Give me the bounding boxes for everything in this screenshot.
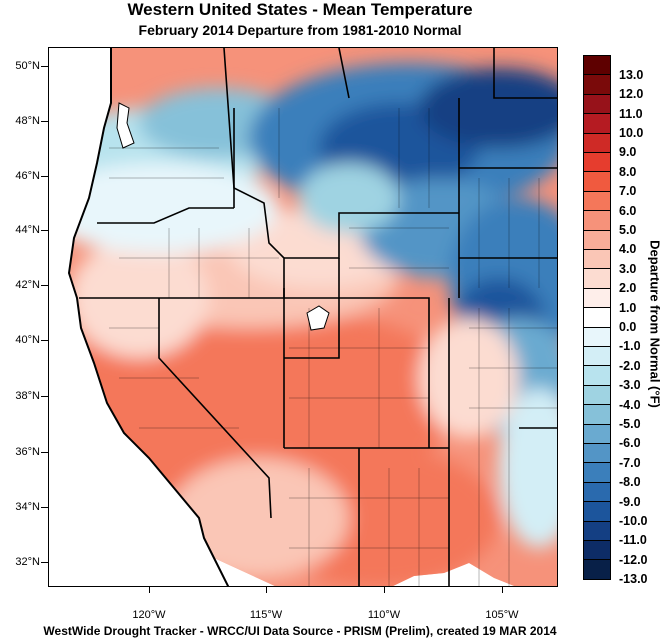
colorbar-swatch [583, 190, 611, 212]
lat-tick [41, 340, 48, 341]
colorbar-swatch [583, 481, 611, 503]
lat-tick [41, 507, 48, 508]
map-subtitle: February 2014 Departure from 1981-2010 N… [138, 22, 462, 38]
colorbar-label: 7.0 [619, 184, 637, 199]
colorbar-swatch [583, 346, 611, 367]
colorbar-swatch [583, 287, 611, 309]
colorbar-label: -3.0 [619, 378, 641, 393]
lat-tick [41, 230, 48, 231]
colorbar-swatch [583, 268, 611, 289]
lat-label: 36°N [15, 446, 40, 458]
temperature-map [48, 47, 558, 587]
lat-tick [41, 396, 48, 397]
lat-label: 40°N [15, 334, 40, 346]
colorbar-swatch [583, 540, 611, 561]
colorbar-swatch [583, 210, 611, 231]
lat-tick [41, 562, 48, 563]
lon-tick [502, 587, 503, 593]
lon-label: 105°W [485, 609, 519, 621]
colorbar-swatch [583, 171, 611, 192]
map-canvas [49, 48, 557, 586]
colorbar-label: 3.0 [619, 261, 637, 276]
lat-tick [41, 452, 48, 453]
lon-tick [149, 587, 150, 593]
state-boundaries [79, 48, 557, 586]
colorbar-label: 2.0 [619, 281, 637, 296]
colorbar [583, 55, 611, 580]
lat-label: 46°N [15, 170, 40, 182]
colorbar-label: -4.0 [619, 397, 641, 412]
county-lines [109, 108, 557, 586]
lat-label: 38°N [15, 390, 40, 402]
lon-label: 120°W [132, 609, 166, 621]
colorbar-label: 4.0 [619, 242, 637, 257]
colorbar-label: 11.0 [619, 106, 643, 121]
colorbar-swatch [583, 74, 611, 95]
colorbar-title: Departure from Normal (°F) [647, 240, 663, 408]
colorbar-swatch [583, 229, 611, 250]
colorbar-label: -6.0 [619, 436, 641, 451]
colorbar-swatch [583, 462, 611, 483]
colorbar-swatch [583, 249, 611, 270]
lat-label: 32°N [15, 556, 40, 568]
lat-tick [41, 121, 48, 122]
colorbar-swatch [583, 443, 611, 464]
colorbar-swatch [583, 326, 611, 347]
colorbar-swatch [583, 365, 611, 386]
colorbar-label: 10.0 [619, 125, 644, 140]
lat-label: 34°N [15, 501, 40, 513]
colorbar-label: -2.0 [619, 358, 641, 373]
colorbar-label: 5.0 [619, 222, 637, 237]
great-salt-lake [306, 305, 330, 331]
colorbar-swatch [583, 132, 611, 153]
colorbar-label: -12.0 [619, 552, 648, 567]
footer-credit: WestWide Drought Tracker - WRCC/UI Data … [43, 624, 557, 638]
colorbar-label: -5.0 [619, 416, 641, 431]
lon-label: 115°W [249, 609, 283, 621]
colorbar-label: -7.0 [619, 455, 641, 470]
colorbar-label: 0.0 [619, 319, 637, 334]
coastline [67, 48, 230, 586]
colorbar-swatch [583, 423, 611, 444]
colorbar-label: -9.0 [619, 494, 641, 509]
colorbar-swatch [583, 520, 611, 541]
lon-label: 110°W [367, 609, 401, 621]
colorbar-label: 13.0 [619, 67, 644, 82]
colorbar-label: 12.0 [619, 87, 644, 102]
colorbar-label: -10.0 [619, 513, 648, 528]
colorbar-swatch [583, 93, 611, 115]
colorbar-swatch [583, 55, 611, 76]
lat-label: 44°N [15, 224, 40, 236]
colorbar-swatch [583, 384, 611, 406]
colorbar-label: 6.0 [619, 203, 637, 218]
lat-tick [41, 285, 48, 286]
puget-sound [116, 102, 135, 149]
colorbar-swatch [583, 113, 611, 134]
lat-label: 42°N [15, 279, 40, 291]
colorbar-label: -8.0 [619, 475, 641, 490]
map-title: Western United States - Mean Temperature [127, 0, 473, 19]
colorbar-label: 8.0 [619, 164, 637, 179]
lat-tick [41, 66, 48, 67]
lat-tick [41, 176, 48, 177]
colorbar-swatch [583, 404, 611, 425]
lon-tick [384, 587, 385, 593]
lat-label: 48°N [15, 115, 40, 127]
colorbar-label: -13.0 [619, 572, 648, 587]
lon-tick [266, 587, 267, 593]
colorbar-swatch [583, 501, 611, 522]
colorbar-label: -11.0 [619, 533, 647, 548]
colorbar-label: 1.0 [619, 300, 637, 315]
colorbar-label: -1.0 [619, 339, 641, 354]
lat-label: 50°N [15, 60, 40, 72]
colorbar-swatch [583, 152, 611, 173]
colorbar-swatch [583, 307, 611, 328]
colorbar-swatch [583, 559, 611, 580]
colorbar-label: 9.0 [619, 145, 637, 160]
